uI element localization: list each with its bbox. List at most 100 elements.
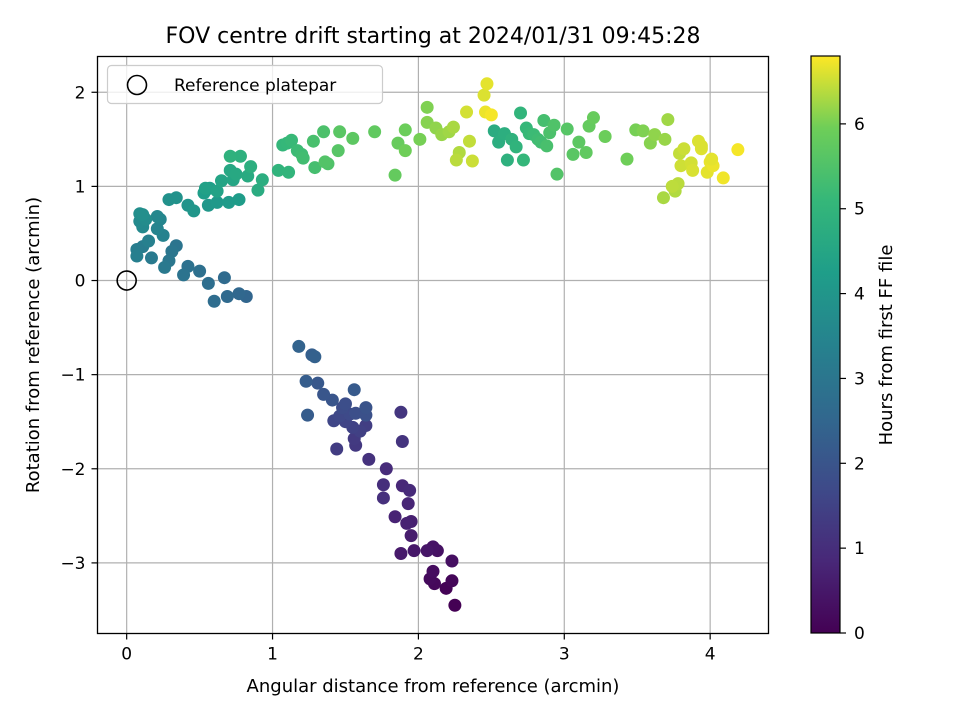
data-point (480, 77, 494, 91)
data-point (404, 529, 418, 543)
data-point (232, 287, 246, 301)
legend-entry-reference-platepar: Reference platepar (174, 76, 336, 96)
data-point (388, 168, 402, 182)
data-point (677, 142, 691, 156)
data-point (705, 152, 719, 166)
data-point (244, 160, 258, 174)
x-tick-label: 3 (559, 645, 570, 665)
data-point (150, 210, 164, 224)
data-point (301, 408, 315, 422)
data-point (130, 249, 144, 263)
data-point (368, 125, 382, 139)
data-point (379, 462, 393, 476)
data-point (487, 124, 501, 138)
data-point (308, 161, 322, 175)
data-point (229, 167, 243, 181)
data-point (233, 149, 247, 163)
x-tick-label: 0 (121, 645, 132, 665)
data-point (516, 153, 530, 167)
y-tick-label: 2 (75, 83, 86, 103)
data-point (349, 406, 363, 420)
y-tick-label: 0 (75, 272, 86, 292)
data-point (207, 294, 221, 308)
data-point (271, 163, 285, 177)
data-point (296, 151, 310, 165)
data-point (537, 114, 551, 128)
colorbar-tick-label: 6 (854, 115, 865, 135)
data-point (426, 564, 440, 578)
data-point (509, 140, 523, 154)
data-point (347, 383, 361, 397)
data-point (376, 491, 390, 505)
legend-marker-icon (126, 74, 148, 96)
data-point (413, 132, 427, 146)
data-point (445, 554, 459, 568)
data-point (136, 208, 150, 222)
y-tick-label: 1 (75, 177, 86, 197)
data-point (462, 134, 476, 148)
x-tick-label: 2 (413, 645, 424, 665)
data-point (177, 268, 191, 282)
data-point (193, 264, 207, 278)
y-tick-label: −1 (60, 366, 85, 386)
data-point (514, 106, 528, 120)
data-point (201, 276, 215, 290)
data-point (362, 452, 376, 466)
x-axis-ticks: 0 1 2 3 4 (121, 633, 716, 665)
x-tick-label: 4 (705, 645, 716, 665)
data-point (656, 191, 670, 205)
data-point (333, 125, 347, 139)
legend: Reference platepar (106, 64, 384, 105)
data-point (251, 183, 265, 197)
data-point (547, 118, 561, 132)
data-point (500, 153, 514, 167)
data-point (144, 251, 158, 265)
colorbar-tick-label: 4 (854, 285, 865, 305)
data-point (420, 100, 434, 114)
data-point (306, 134, 320, 148)
data-point (220, 290, 234, 304)
data-point (540, 139, 554, 153)
data-point (579, 146, 593, 160)
data-point (142, 234, 156, 248)
colorbar-tick-label: 3 (854, 369, 865, 389)
data-point (214, 174, 228, 188)
data-point (448, 598, 462, 612)
data-point (572, 135, 586, 149)
data-point (449, 153, 463, 167)
data-point (169, 191, 183, 205)
colorbar-frame (810, 55, 841, 634)
data-point (586, 111, 600, 125)
data-point (477, 88, 491, 102)
data-point (282, 165, 296, 179)
data-point (401, 497, 415, 511)
data-point (317, 387, 331, 401)
data-point (299, 374, 313, 388)
data-point (445, 574, 459, 588)
data-point (398, 144, 412, 158)
data-point (716, 171, 730, 185)
data-point (446, 120, 460, 134)
colorbar (811, 56, 840, 633)
data-point (620, 152, 634, 166)
y-axis-ticks: −3 −2 −1 0 1 2 (60, 83, 98, 574)
data-point (598, 130, 612, 144)
reference-platepar-marker (116, 270, 137, 291)
data-point (460, 105, 474, 119)
data-point (255, 173, 269, 187)
data-point (686, 163, 700, 177)
legend-box (106, 64, 384, 105)
colorbar-ticks: 0 1 2 3 4 5 6 (840, 115, 865, 644)
data-point (317, 125, 331, 139)
data-point (636, 124, 650, 138)
data-point (222, 195, 236, 209)
data-point (665, 179, 679, 193)
data-point (694, 139, 708, 153)
data-point (407, 544, 421, 558)
data-point (398, 123, 412, 137)
data-point (346, 131, 360, 145)
data-point (210, 184, 224, 198)
data-point (395, 434, 409, 448)
data-point (223, 149, 237, 163)
data-point (187, 204, 201, 218)
